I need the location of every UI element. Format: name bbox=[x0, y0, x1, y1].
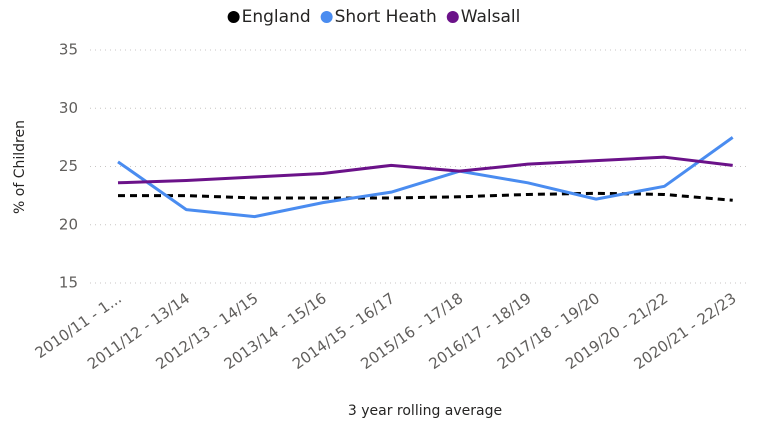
series-line bbox=[118, 191, 733, 202]
y-axis-title: % of Children bbox=[12, 120, 28, 214]
legend-label: Short Heath bbox=[335, 7, 437, 27]
y-tick-label: 35 bbox=[59, 41, 78, 59]
y-tick-label: 20 bbox=[59, 215, 78, 233]
legend-marker bbox=[446, 11, 459, 23]
series-line bbox=[117, 155, 733, 185]
legend-label: Walsall bbox=[461, 7, 521, 27]
y-tick-label: 30 bbox=[59, 99, 78, 117]
legend-marker bbox=[227, 11, 240, 23]
legend-marker bbox=[320, 11, 333, 23]
x-axis-title: 3 year rolling average bbox=[348, 403, 502, 419]
y-tick-label: 25 bbox=[59, 157, 78, 175]
series-line bbox=[117, 136, 734, 219]
y-tick-label: 15 bbox=[59, 274, 78, 292]
legend-label: England bbox=[242, 7, 311, 27]
